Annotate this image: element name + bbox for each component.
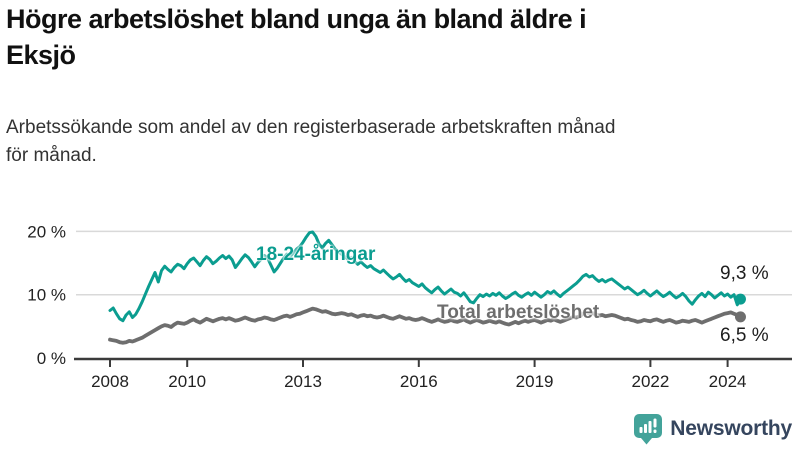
newsworthy-bubble-chart-icon: [634, 414, 663, 445]
series-line-young: [108, 230, 742, 323]
x-tick-label: 2013: [284, 372, 322, 391]
end-value-total: 6,5 %: [720, 325, 769, 346]
x-tick-label: 2008: [91, 372, 129, 391]
end-value-young: 9,3 %: [720, 263, 769, 284]
series-label-total: Total arbetslöshet: [437, 302, 600, 323]
x-tick-label: 2019: [516, 372, 554, 391]
series-line-total: [108, 306, 743, 345]
newsworthy-logo: Newsworthy: [633, 413, 792, 445]
series-label-young: 18-24-åringar: [256, 244, 376, 265]
line-chart: 0 % 10 % 20 % 2008 2010 2013 2016 2019 2022 2024: [0, 195, 800, 405]
chart-subtitle: Arbetssökande som andel av den registerb…: [6, 117, 616, 166]
x-tick-label: 2024: [709, 372, 747, 391]
chart-canvas: 0 % 10 % 20 % 2008 2010 2013 2016 2019 2022 2024: [27, 222, 792, 391]
x-tick-label: 2010: [168, 372, 206, 391]
newsworthy-wordmark: Newsworthy: [670, 417, 792, 440]
page-title: Högre arbetslöshet bland unga än bland ä…: [6, 4, 587, 70]
y-tick-label: 10 %: [27, 286, 66, 305]
x-tick-label: 2022: [631, 372, 669, 391]
end-dot-total: [734, 311, 746, 323]
x-tick-label: 2016: [400, 372, 438, 391]
y-tick-label: 0 %: [37, 349, 66, 368]
y-tick-label: 20 %: [27, 222, 66, 241]
end-dot-young: [734, 293, 746, 305]
